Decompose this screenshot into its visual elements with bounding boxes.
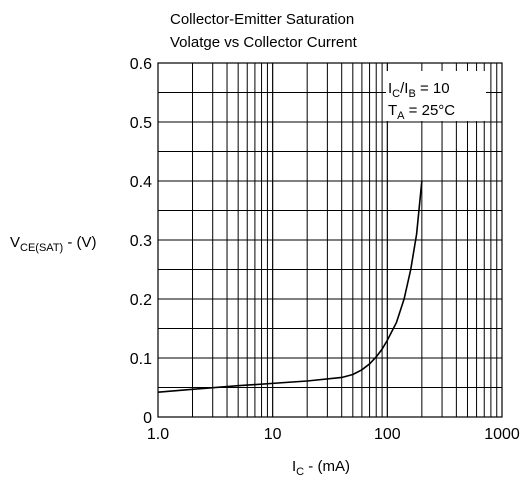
grid xyxy=(158,63,502,417)
y-tick-label: 0.4 xyxy=(130,174,152,191)
chart-title-line2: Volatge vs Collector Current xyxy=(170,34,358,51)
y-tick-label: 0.6 xyxy=(130,56,152,73)
x-axis-label: IC - (mA) xyxy=(292,458,350,478)
annotation-current-ratio: IC/IB = 10 xyxy=(388,80,450,100)
x-tick-label: 1000 xyxy=(484,426,520,443)
annotation-background xyxy=(386,71,486,121)
x-tick-label: 100 xyxy=(374,426,401,443)
x-tick-labels: 1.0 10 100 1000 xyxy=(147,426,520,443)
plot-frame xyxy=(157,62,503,418)
series-line-vce-sat xyxy=(157,180,423,394)
y-tick-label: 0.5 xyxy=(130,115,152,132)
chart-title-line1: Collector-Emitter Saturation xyxy=(170,11,354,28)
y-axis-label: VCE(SAT) - (V) xyxy=(10,234,97,254)
x-tick-label: 1.0 xyxy=(147,426,169,443)
y-tick-label: 0.3 xyxy=(130,233,152,250)
y-tick-labels: 0 0.1 0.2 0.3 0.4 0.5 0.6 xyxy=(130,56,152,427)
y-tick-label: 0 xyxy=(143,410,152,427)
annotation-temperature: TA = 25°C xyxy=(388,102,455,122)
x-tick-label: 10 xyxy=(264,426,282,443)
y-tick-label: 0.2 xyxy=(130,292,152,309)
y-tick-label: 0.1 xyxy=(130,351,152,368)
